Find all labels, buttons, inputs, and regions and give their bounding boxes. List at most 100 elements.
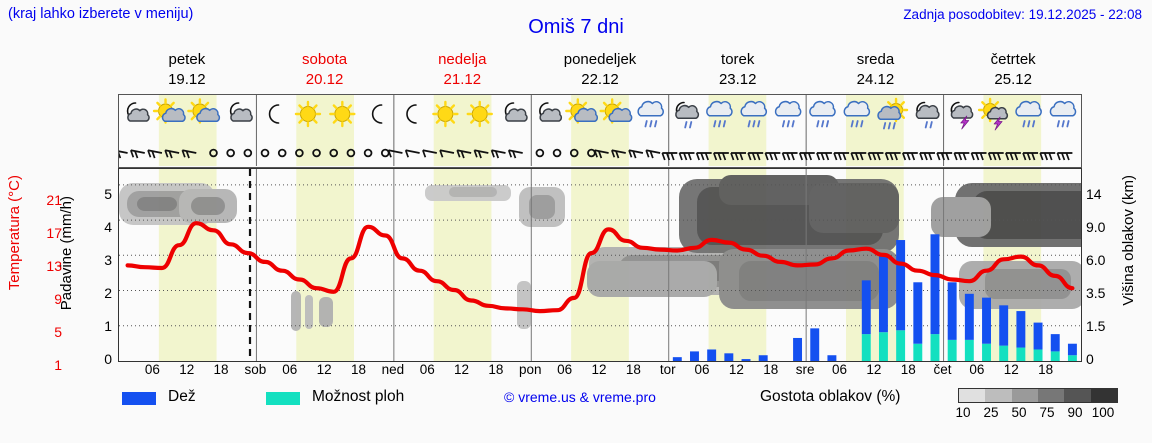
cloud-cover-field <box>119 175 1081 331</box>
rain-bar <box>947 282 957 340</box>
day-date: 20.12 <box>305 71 344 88</box>
day-name: petek <box>168 51 206 68</box>
tick-label: 0 <box>104 351 112 367</box>
x-tick-06: 06 <box>694 362 710 377</box>
weather-icon-moon <box>268 104 280 124</box>
weather-icon-cloud-rain <box>843 100 871 128</box>
rain-bar <box>810 328 820 361</box>
wind-barb <box>645 149 661 159</box>
wind-barb <box>678 152 695 161</box>
wind-barb <box>884 152 901 161</box>
weather-icon-moon-cloud <box>126 102 150 122</box>
wind-barb <box>112 149 128 159</box>
x-tick-tor: tor <box>659 362 676 377</box>
wind-barb <box>713 152 729 161</box>
showers-bar <box>1050 351 1060 361</box>
day-name: sreda <box>856 51 895 68</box>
tick-label: 4 <box>104 219 112 235</box>
x-tick-sob: sob <box>244 362 267 377</box>
copyright-notice: © vreme.us & vreme.pro <box>504 389 656 405</box>
rain-swatch <box>122 392 156 405</box>
x-tick-06: 06 <box>419 362 435 377</box>
day-name: torek <box>721 51 755 68</box>
day-header-torek: torek 23.12 <box>669 50 807 92</box>
showers-label: Možnost ploh <box>312 388 405 405</box>
x-tick-12: 12 <box>728 362 744 377</box>
day-header-ponedeljek: ponedeljek 22.12 <box>531 50 669 92</box>
day-header-petek: petek 19.12 <box>118 50 256 92</box>
weather-icon-moon-storm <box>950 101 974 130</box>
cloud-density-swatch <box>1011 389 1038 402</box>
wind-barb <box>1022 152 1039 161</box>
showers-bar <box>930 334 940 361</box>
x-tick-12: 12 <box>179 362 195 377</box>
x-tick-čet: čet <box>933 362 952 377</box>
tick-label: 2 <box>104 285 112 301</box>
cloud-density-tick: 50 <box>1011 405 1027 420</box>
wind-barb <box>439 149 455 158</box>
cloud-density-tick: 100 <box>1091 405 1115 420</box>
tick-label: 3.5 <box>1086 285 1106 301</box>
day-header-nedelja: nedelja 21.12 <box>393 50 531 92</box>
cloud-density-legend: Gostota oblakov (%) 10 25 50 75 90 100 <box>760 386 1144 426</box>
rain-bar <box>1033 322 1043 350</box>
tick-label: 1 <box>54 357 62 373</box>
day-header-band: petek 19.12 sobota 20.12 nedelja 21.12 ponedel… <box>118 50 1082 92</box>
rain-bar <box>793 337 803 361</box>
wind-calm-symbol <box>312 148 321 158</box>
day-header-četrtek: četrtek 25.12 <box>944 50 1082 92</box>
cloud-density-swatch <box>1090 389 1117 402</box>
wind-calm-symbol <box>535 148 545 158</box>
x-tick-18: 18 <box>763 362 779 377</box>
weather-icon-sun-cloud <box>187 98 221 124</box>
day-name: ponedeljek <box>563 51 637 68</box>
wind-barb <box>695 152 712 161</box>
day-name: nedelja <box>438 51 487 68</box>
weather-icon-moon-rain <box>915 101 940 129</box>
x-tick-18: 18 <box>1038 362 1054 377</box>
precipitation-legend: Dež Možnost ploh © vreme.us & vreme.pro <box>118 388 718 412</box>
weather-icon-cloud-rain <box>1015 100 1042 128</box>
wind-barb <box>798 152 815 161</box>
tick-label: 6.0 <box>1086 252 1106 268</box>
wind-barb <box>730 152 747 161</box>
weather-icon-sun <box>329 100 356 128</box>
weather-icon-cloud-rain <box>1049 100 1077 128</box>
showers-bar <box>913 343 923 361</box>
rain-bar <box>672 357 682 361</box>
weather-icon-moon-cloud <box>504 102 528 122</box>
cloud-density-swatch <box>959 389 986 402</box>
tick-label: 0 <box>1086 351 1094 367</box>
rain-label: Dež <box>168 388 196 405</box>
cloud-density-tick: 90 <box>1067 405 1083 420</box>
day-date: 24.12 <box>856 71 895 88</box>
wind-barb <box>147 149 163 159</box>
x-tick-12: 12 <box>591 362 607 377</box>
day-date: 21.12 <box>443 71 482 88</box>
wind-barb <box>833 152 850 161</box>
rain-bar <box>1067 343 1077 356</box>
wind-calm-symbol <box>243 148 253 158</box>
x-tick-pon: pon <box>519 362 542 377</box>
wind-barb <box>1005 152 1021 161</box>
weather-icon-moon-cloud <box>539 102 563 122</box>
wind-calm-symbol <box>329 148 339 158</box>
wind-calm-symbol <box>552 148 562 158</box>
day-header-sobota: sobota 20.12 <box>256 50 394 92</box>
day-name: četrtek <box>990 51 1036 68</box>
cloud-density-colorbar <box>958 388 1118 403</box>
wind-barb <box>507 149 523 159</box>
wind-barb <box>747 152 764 161</box>
rain-bar <box>707 349 717 361</box>
tick-label: 9 <box>54 291 62 307</box>
wind-calm-symbol <box>226 148 235 158</box>
wind-calm-symbol <box>209 148 218 158</box>
weather-icon-cloud-rain <box>637 100 664 128</box>
wind-barb <box>456 149 472 159</box>
tick-label: 1.5 <box>1086 318 1106 334</box>
day-date: 23.12 <box>718 71 757 88</box>
showers-bar <box>861 334 871 361</box>
wind-barb <box>970 152 987 161</box>
gridlines <box>119 169 1081 361</box>
wind-barb <box>850 152 867 161</box>
